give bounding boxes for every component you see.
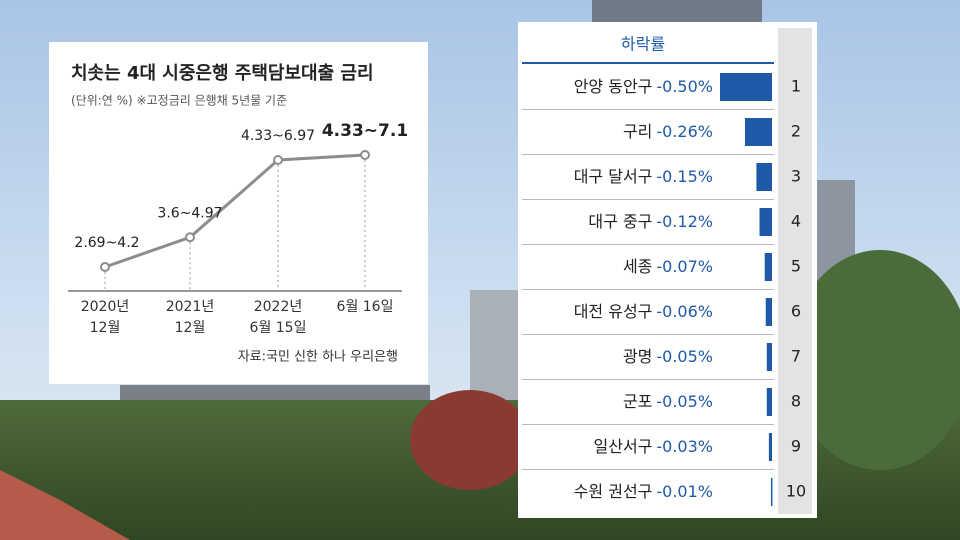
bar	[766, 343, 772, 371]
rank: 5	[791, 257, 801, 276]
x-tick-label: 2021년	[166, 299, 215, 315]
bar	[768, 433, 772, 461]
value-label: 3.6~4.97	[157, 205, 222, 221]
x-tick-label: 6월 15일	[250, 320, 307, 336]
rate: -0.06%	[656, 302, 713, 321]
rank: 4	[791, 212, 801, 231]
rank: 10	[786, 482, 806, 501]
rate: -0.12%	[656, 212, 713, 231]
x-tick-label: 2022년	[254, 299, 303, 315]
tree	[410, 390, 530, 490]
line	[104, 153, 366, 269]
point	[360, 150, 370, 160]
rank: 1	[791, 77, 801, 96]
region: 세종	[623, 257, 652, 276]
bar	[766, 388, 772, 416]
rate: -0.26%	[656, 122, 713, 141]
rank-column	[778, 28, 812, 514]
x-tick-label: 12월	[175, 320, 206, 336]
road	[0, 470, 130, 540]
row-label: 안양 동안구 -0.50%	[574, 77, 713, 96]
region: 군포	[623, 392, 652, 411]
region: 수원 권선구	[574, 482, 653, 501]
region: 대구 달서구	[574, 167, 653, 186]
row-label: 군포 -0.05%	[623, 392, 713, 411]
x-tick-label: 2020년	[81, 299, 130, 315]
row-label: 광명 -0.05%	[623, 347, 713, 366]
point	[273, 155, 283, 166]
rate: -0.01%	[656, 482, 713, 501]
bar	[756, 163, 772, 191]
rate: -0.50%	[656, 77, 713, 96]
region: 안양 동안구	[574, 77, 653, 96]
region: 구리	[623, 122, 652, 141]
rate: -0.03%	[656, 437, 713, 456]
row-label: 수원 권선구 -0.01%	[574, 482, 713, 501]
tower	[592, 0, 762, 22]
rank: 9	[791, 437, 801, 456]
row-label: 대구 중구 -0.12%	[588, 212, 713, 231]
region: 대구 중구	[588, 212, 652, 231]
rank: 7	[791, 347, 801, 366]
bar	[720, 73, 772, 101]
rank: 6	[791, 302, 801, 321]
bar	[770, 478, 773, 506]
region: 대전 유성구	[574, 302, 653, 321]
rank: 3	[791, 167, 801, 186]
rate: -0.07%	[656, 257, 713, 276]
tree	[790, 250, 960, 470]
rate: -0.05%	[656, 347, 713, 366]
x-tick-label: 6월 16일	[337, 299, 394, 315]
rank: 8	[791, 392, 801, 411]
bar	[764, 253, 772, 281]
bar	[765, 298, 772, 326]
point	[185, 232, 195, 243]
chart-title: 치솟는 4대 시중은행 주택담보대출 금리	[71, 63, 374, 84]
row-label: 대전 유성구 -0.06%	[574, 302, 713, 321]
rank: 2	[791, 122, 801, 141]
rate: -0.15%	[656, 167, 713, 186]
table-header: 하락률	[621, 35, 665, 54]
row-label: 구리 -0.26%	[623, 122, 713, 141]
value-label: 2.69~4.2	[74, 235, 139, 251]
region: 일산서구	[594, 437, 653, 456]
bar	[759, 208, 772, 236]
row-label: 대구 달서구 -0.15%	[574, 167, 713, 186]
chart-subtitle: (단위:연 %) ※고정금리 은행채 5년물 기준	[71, 93, 287, 108]
bar	[744, 118, 772, 146]
x-tick-label: 12월	[90, 320, 121, 336]
region: 광명	[623, 347, 652, 366]
row-label: 일산서구 -0.03%	[594, 437, 714, 456]
value-label: 4.33~6.97	[241, 128, 315, 144]
line-chart-panel	[49, 42, 428, 384]
rate: -0.05%	[656, 392, 713, 411]
source: 자료:국민 신한 하나 우리은행	[238, 349, 398, 365]
row-label: 세종 -0.07%	[623, 257, 713, 276]
point	[100, 262, 110, 272]
value-label: 4.33~7.1	[322, 121, 408, 141]
